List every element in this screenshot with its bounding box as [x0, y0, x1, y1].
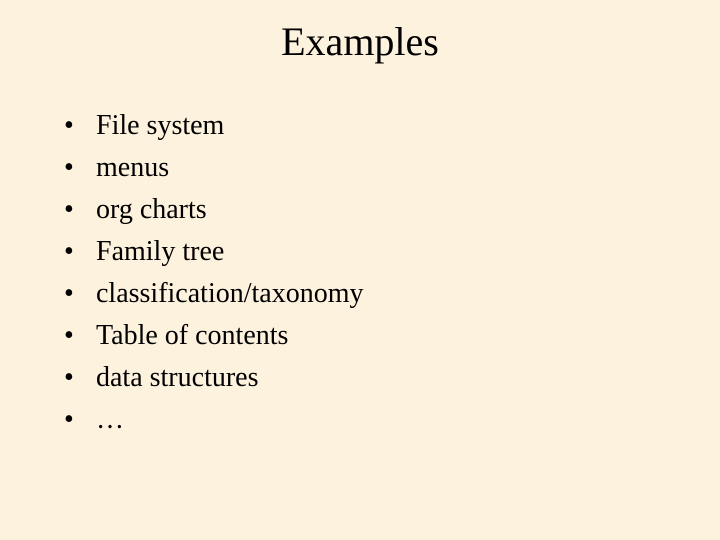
- slide-title: Examples: [40, 18, 680, 65]
- bullet-list: File system menus org charts Family tree…: [40, 105, 680, 441]
- list-item: …: [64, 399, 680, 441]
- list-item: data structures: [64, 357, 680, 399]
- list-item: Table of contents: [64, 315, 680, 357]
- list-item: File system: [64, 105, 680, 147]
- list-item: classification/taxonomy: [64, 273, 680, 315]
- slide-container: Examples File system menus org charts Fa…: [0, 0, 720, 540]
- list-item: org charts: [64, 189, 680, 231]
- list-item: menus: [64, 147, 680, 189]
- list-item: Family tree: [64, 231, 680, 273]
